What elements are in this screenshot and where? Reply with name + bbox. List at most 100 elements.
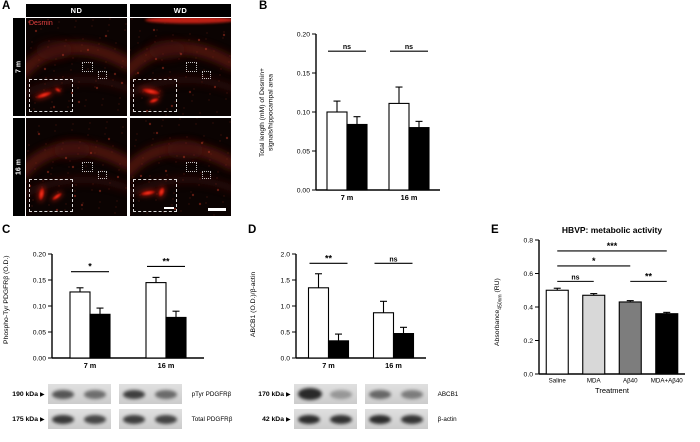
roi-box-icon bbox=[186, 62, 197, 72]
tissue-image bbox=[130, 118, 231, 216]
bright-signal bbox=[145, 18, 231, 24]
blot-row: 170 kDa ▶ ABCB1 bbox=[252, 384, 458, 404]
y-tick-label: 0.00 bbox=[297, 187, 310, 194]
column-header-nd: ND bbox=[26, 4, 127, 17]
roi-box-icon bbox=[82, 62, 93, 72]
stain-label: Desmin bbox=[29, 20, 53, 27]
protein-name-label: β-actin bbox=[437, 415, 457, 423]
protein-band bbox=[154, 414, 177, 424]
roi-box-icon bbox=[202, 171, 211, 179]
protein-name-label: pTyr PDGFRβ bbox=[191, 390, 232, 398]
protein-band bbox=[123, 389, 146, 399]
roi-box-icon bbox=[98, 171, 107, 179]
bar-chart-phospho-pdgfrb: 0.000.050.100.150.207 m 16 m*** bbox=[33, 251, 204, 370]
bar-WD-16 m bbox=[392, 333, 415, 359]
protein-band bbox=[298, 414, 321, 424]
protein-band bbox=[83, 414, 106, 424]
y-tick-label: 1.0 bbox=[281, 303, 291, 310]
row-label-16m: 16 m bbox=[13, 118, 25, 216]
bar-ND-16 m bbox=[372, 312, 395, 359]
bar-MDA+Aβ40 bbox=[655, 313, 679, 375]
panel-e-letter: E bbox=[491, 224, 499, 236]
y-tick-label: 0.20 bbox=[33, 251, 46, 258]
protein-band bbox=[52, 389, 75, 399]
protein-band bbox=[400, 389, 423, 399]
roi-box-icon bbox=[82, 162, 93, 172]
vessel-signal bbox=[138, 188, 158, 198]
row-label-7m: 7 m bbox=[13, 18, 25, 116]
protein-band bbox=[154, 389, 177, 399]
blot-strip bbox=[47, 409, 111, 429]
category-label: MDA bbox=[587, 378, 602, 385]
blot-strip bbox=[293, 384, 357, 404]
significance-label: ns bbox=[389, 256, 397, 263]
bar-Aβ40 bbox=[618, 301, 642, 375]
micrograph-nd-7m: Desmin bbox=[26, 18, 127, 116]
bar-WD-16 m bbox=[165, 316, 187, 359]
category-label: 7 m bbox=[341, 193, 354, 202]
blot-strip bbox=[364, 384, 428, 404]
significance-label: * bbox=[88, 262, 92, 272]
bar-ND-7 m bbox=[69, 291, 91, 359]
bar-ND-7 m bbox=[307, 287, 330, 359]
y-tick-label: 0.05 bbox=[297, 148, 310, 155]
vessel-signal bbox=[49, 190, 65, 203]
bar-WD-7 m bbox=[89, 313, 111, 359]
y-tick-label: 0.00 bbox=[33, 355, 46, 362]
chart-title: HBVP: metabolic activity bbox=[562, 225, 662, 235]
bar-chart-abcb1: 0.0 0.5 1.0 1.5 2.0 7 m 16 m ** ns bbox=[281, 251, 426, 370]
roi-box-icon bbox=[186, 162, 197, 172]
magnified-inset bbox=[29, 79, 73, 112]
category-label: Saline bbox=[549, 378, 567, 385]
significance-label: *** bbox=[607, 241, 618, 251]
protein-band bbox=[123, 414, 146, 424]
x-axis-label: Treatment bbox=[595, 386, 630, 395]
y-tick-label: 0.0 bbox=[524, 371, 534, 378]
molecular-weight-label: 42 kDa bbox=[262, 415, 284, 423]
tissue-image bbox=[130, 18, 231, 116]
significance-label: ** bbox=[162, 256, 170, 266]
blot-row: 190 kDa ▶ pTyr PDGFRβ bbox=[6, 384, 232, 404]
panel-c-letter: C bbox=[2, 224, 11, 236]
protein-band bbox=[330, 389, 353, 399]
category-label: 16 m bbox=[158, 361, 175, 370]
molecular-weight-label: 175 kDa bbox=[12, 415, 38, 423]
category-label: 16 m bbox=[401, 193, 418, 202]
significance-label: ns bbox=[405, 44, 413, 51]
molecular-weight-label: 170 kDa bbox=[258, 390, 284, 398]
scale-bar bbox=[208, 208, 226, 211]
molecular-weight-label: 190 kDa bbox=[12, 390, 38, 398]
bar-ND-16 m bbox=[145, 282, 167, 359]
protein-band bbox=[52, 414, 75, 424]
protein-name-label: ABCB1 bbox=[437, 390, 459, 398]
protein-band bbox=[369, 389, 392, 399]
significance-label: * bbox=[592, 256, 596, 266]
y-tick-label: 0.4 bbox=[524, 304, 534, 311]
y-tick-label: 0.20 bbox=[297, 31, 310, 38]
arrowhead-icon: ▶ bbox=[286, 391, 291, 398]
bar-chart-hbvp-metabolic: HBVP: metabolic activity 0.0 0.2 0.4 0.6 0.8 S… bbox=[524, 225, 685, 395]
vessel-signal bbox=[156, 185, 167, 199]
y-tick-label: 0.6 bbox=[524, 271, 534, 278]
protein-name-label: Total PDGFRβ bbox=[191, 415, 233, 423]
arrowhead-icon: ▶ bbox=[40, 416, 45, 423]
tissue-image bbox=[26, 18, 127, 116]
significance-label: ** bbox=[645, 271, 653, 281]
micrograph-wd-16m bbox=[130, 118, 231, 216]
protein-band bbox=[369, 414, 392, 424]
bar-WD-7 m bbox=[346, 123, 368, 191]
category-label: 7 m bbox=[84, 361, 97, 370]
vessel-signal bbox=[36, 185, 47, 203]
magnified-inset bbox=[29, 179, 73, 212]
vessel-signal bbox=[53, 86, 63, 94]
category-label: 16 m bbox=[385, 361, 402, 370]
bar-ND-7 m bbox=[326, 111, 348, 191]
protein-band bbox=[400, 414, 423, 424]
arrowhead-icon: ▶ bbox=[286, 416, 291, 423]
significance-label: ns bbox=[571, 274, 579, 281]
roi-box-icon bbox=[202, 71, 211, 79]
significance-label: ns bbox=[343, 44, 351, 51]
blot-strip bbox=[118, 409, 182, 429]
arrowhead-icon: ▶ bbox=[40, 391, 45, 398]
